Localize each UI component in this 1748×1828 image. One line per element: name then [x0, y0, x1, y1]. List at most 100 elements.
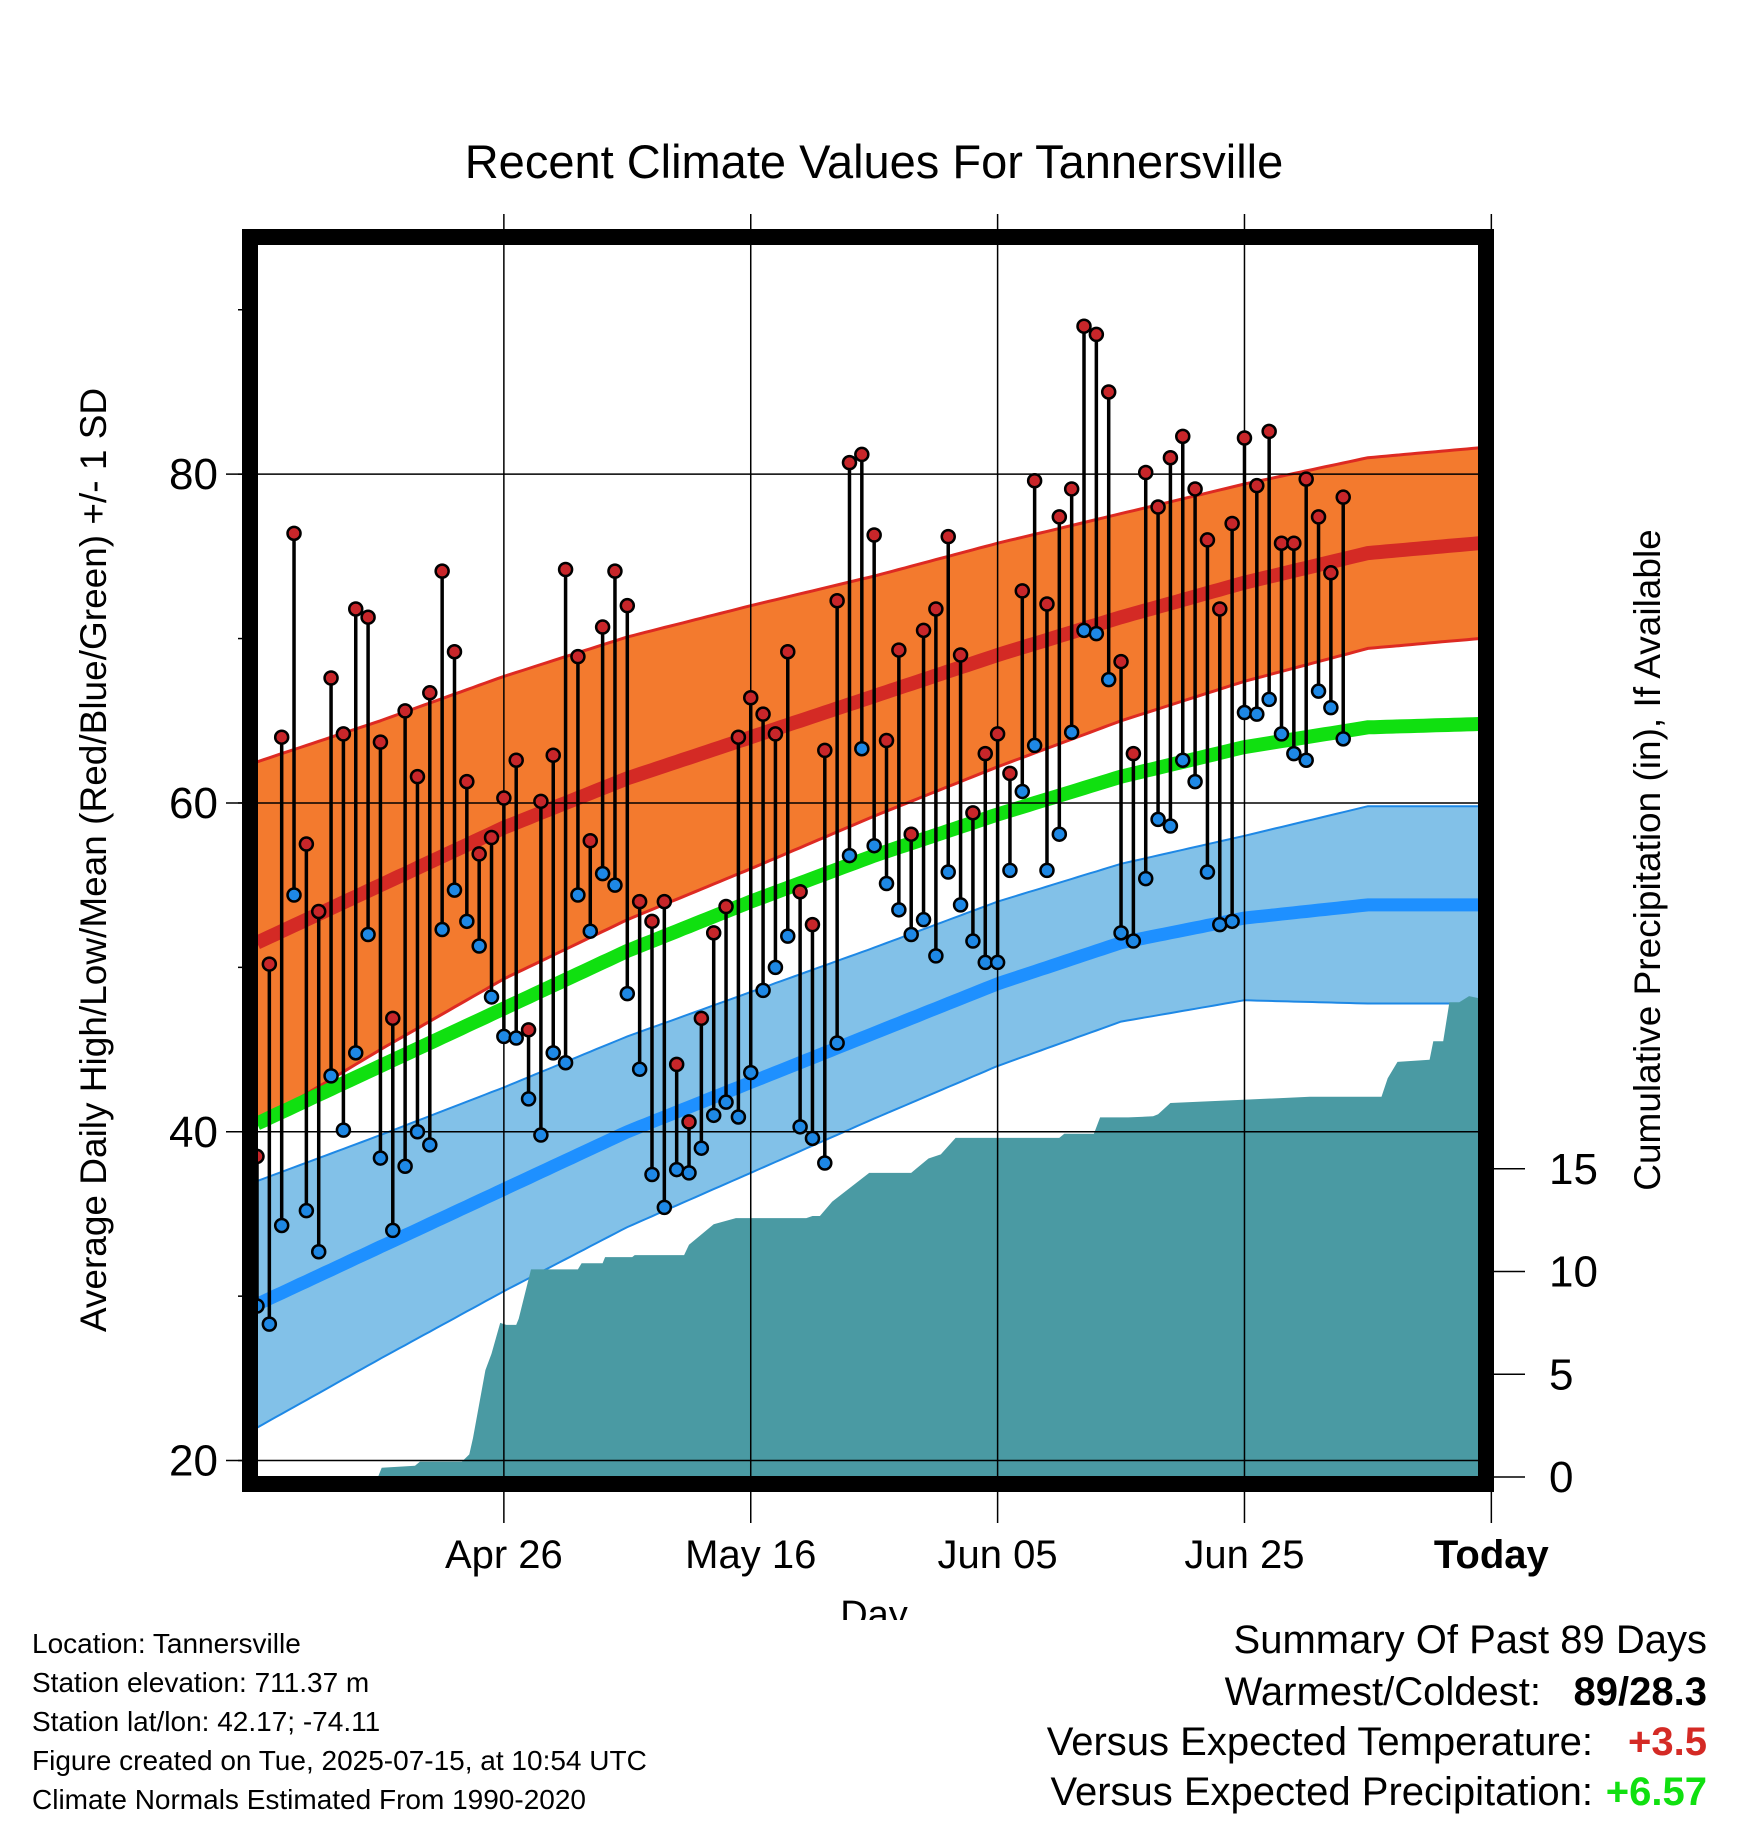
high-point: [397, 703, 413, 719]
high-point: [1150, 499, 1166, 515]
low-point: [730, 1109, 747, 1125]
low-point: [434, 921, 450, 938]
right-axis-tick-label: 5: [1549, 1350, 1573, 1399]
low-point: [1236, 704, 1253, 721]
left-axis-tick-label: 20: [169, 1437, 218, 1486]
x-axis-tick-label: Today: [1434, 1533, 1550, 1577]
low-point: [977, 954, 994, 971]
high-point: [817, 742, 833, 759]
high-point: [286, 525, 302, 542]
high-sd-band: [257, 447, 1479, 1124]
low-point: [1002, 862, 1018, 879]
high-point: [1100, 384, 1117, 400]
high-point: [520, 1022, 537, 1038]
low-point: [656, 1199, 673, 1216]
low-point: [508, 1030, 524, 1046]
low-point: [1039, 862, 1055, 879]
high-point: [1310, 509, 1327, 525]
low-point: [1199, 864, 1216, 880]
low-point: [483, 989, 500, 1005]
high-point: [1063, 481, 1080, 497]
high-point: [508, 752, 524, 768]
high-point: [335, 726, 352, 742]
low-point: [1286, 745, 1302, 762]
low-point: [631, 1061, 648, 1078]
high-point: [310, 903, 327, 920]
low-point: [841, 847, 858, 864]
high-point: [1051, 509, 1068, 525]
low-point: [594, 865, 611, 882]
low-point: [1323, 699, 1339, 716]
high-band-upper-edge: [257, 446, 1479, 764]
high-point: [496, 790, 512, 806]
low-point: [422, 1137, 438, 1153]
low-point: [1261, 691, 1277, 708]
high-point: [1137, 464, 1154, 481]
low-point: [1051, 826, 1068, 842]
low-point: [496, 1028, 512, 1045]
high-point: [878, 732, 895, 749]
low-point: [1273, 726, 1290, 742]
y-axis-label-right: Cumulative Precipitation (in), If Availa…: [1627, 529, 1668, 1191]
high-point: [594, 619, 611, 635]
low-band-lower-edge: [257, 999, 1479, 1429]
high-point: [1224, 515, 1240, 532]
footer-normals: Climate Normals Estimated From 1990-2020: [32, 1784, 586, 1815]
right-axis-tick-label: 15: [1549, 1145, 1598, 1194]
low-point: [286, 887, 302, 903]
high-point: [1039, 596, 1055, 612]
high-point: [582, 833, 599, 849]
summary-temp-label: Versus Expected Temperature:: [1046, 1720, 1593, 1764]
footer-elevation: Station elevation: 711.37 m: [32, 1667, 370, 1698]
high-point: [273, 729, 290, 745]
high-point: [1286, 535, 1302, 551]
low-point: [607, 877, 623, 893]
high-point: [718, 898, 734, 915]
x-axis-tick-label: Apr 26: [445, 1533, 563, 1577]
low-point: [347, 1045, 364, 1061]
low-point: [446, 882, 463, 898]
low-point: [397, 1158, 413, 1175]
high-point: [1249, 477, 1265, 494]
low-point: [310, 1244, 327, 1260]
low-point: [1224, 913, 1240, 930]
high-point: [681, 1114, 697, 1130]
plot-frame: [242, 229, 1494, 1492]
low-sd-band: [257, 806, 1479, 1428]
high-point: [261, 956, 278, 972]
low-point: [335, 1122, 352, 1138]
low-point: [557, 1054, 574, 1071]
high-point: [1323, 565, 1339, 581]
high-point: [656, 893, 673, 910]
summary-warmest-label: Warmest/Coldest:: [1224, 1670, 1541, 1714]
high-point: [1212, 601, 1228, 617]
high-point: [1261, 423, 1277, 440]
low-point: [928, 948, 944, 964]
low-point: [644, 1166, 660, 1183]
high-point: [1187, 481, 1203, 497]
right-axis-tick-label: 10: [1549, 1248, 1598, 1297]
high-point: [471, 846, 487, 862]
high-point: [915, 622, 932, 639]
high-point: [409, 768, 426, 785]
low-point: [533, 1127, 549, 1143]
left-axis-tick-label: 80: [169, 450, 218, 499]
high-point: [977, 745, 994, 762]
high-point: [545, 747, 561, 764]
high-point: [483, 829, 500, 846]
high-point: [1175, 428, 1191, 445]
high-point: [866, 527, 882, 543]
high-point: [1298, 471, 1314, 487]
today-days-label: Days: [1497, 1416, 1583, 1457]
x-axis-tick-label: May 16: [685, 1533, 816, 1577]
high-point: [570, 648, 586, 665]
high-point: [631, 893, 648, 910]
low-point: [298, 1202, 315, 1219]
high-point: [792, 883, 808, 900]
low-point: [681, 1165, 697, 1181]
normal-mean-line: [257, 717, 1479, 1130]
low-band-upper-edge: [257, 805, 1479, 1183]
high-point: [952, 647, 969, 663]
low-point: [1150, 811, 1166, 828]
